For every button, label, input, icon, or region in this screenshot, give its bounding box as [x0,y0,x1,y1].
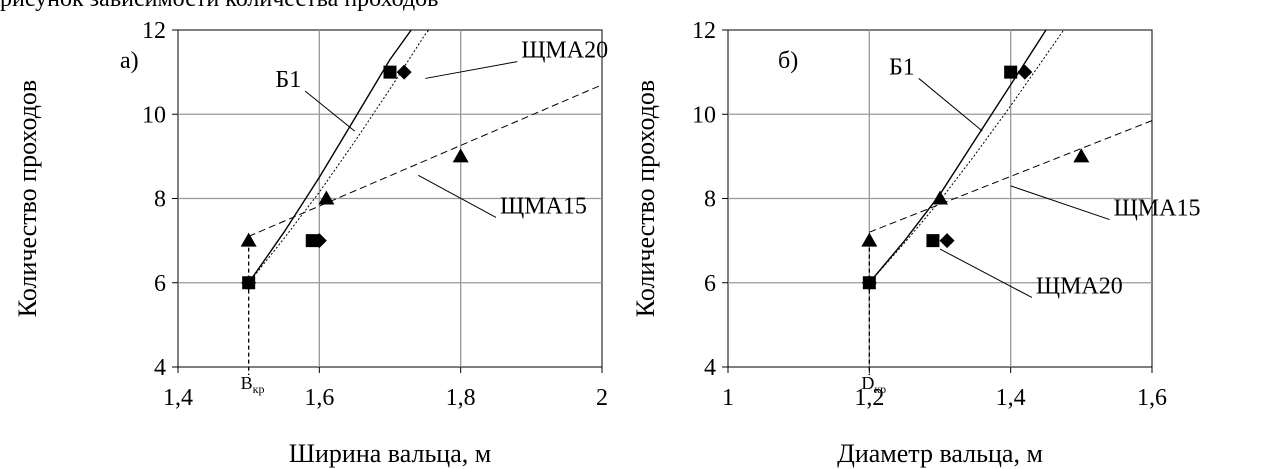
annotation-leader-line [918,78,983,132]
data-point-triangle [861,232,878,247]
x-tick-label: 1,2 [854,385,884,411]
x-axis-title: Ширина вальца, м [289,439,491,468]
annotation-leader-line [418,174,497,218]
annotation-leader-line [939,248,1033,298]
annotation-leader-line [1010,185,1110,221]
annotation-leader-line [304,90,355,132]
y-axis-title: Количество проходов [13,80,42,317]
x-tick-label: 1,6 [304,385,334,411]
y-tick-label: 10 [692,102,716,128]
data-point-diamond [311,233,327,249]
annotation-label: ЩМА15 [1114,196,1201,222]
annotation-label: ЩМА20 [1036,273,1123,299]
trend-line-solid [248,29,412,284]
y-axis-title: Количество проходов [631,80,660,317]
x-axis-title: Диаметр вальца, м [837,439,1043,468]
x-tick-label: 1,8 [446,385,476,411]
y-tick-label: 10 [142,102,166,128]
annotation-label: ЩМА20 [521,38,608,64]
y-tick-label: 6 [154,271,166,297]
x-tick-label: 1,6 [1137,385,1167,411]
x-tick-label: 1,4 [163,385,193,411]
panel-label: а) [120,48,139,74]
y-tick-label: 6 [704,271,716,297]
page-header-fragment: рисунок зависимости количества проходов [0,0,439,13]
data-point-diamond [396,64,412,80]
panel-label: б) [778,48,798,74]
trend-line-dashed [869,120,1153,233]
x-tick-label: 2 [596,385,608,411]
y-tick-label: 12 [692,18,716,44]
critical-value-label: Bкр [241,373,265,396]
data-point-triangle [240,232,257,247]
y-tick-label: 8 [154,187,166,213]
data-point-diamond [861,275,877,291]
annotation-label: Б1 [275,67,301,93]
data-point-triangle [1073,148,1090,163]
chart-panel-1: 1,4 1,6 1,8 2 4 6 8 10 12 Ширина вальца, м Количес… [13,18,608,468]
data-point-triangle [318,190,335,205]
trend-line-dotted [868,29,1065,284]
data-point-diamond [241,275,257,291]
y-tick-label: 4 [704,355,716,381]
data-point-square [926,234,940,248]
trend-line-dotted [248,29,430,284]
chart-panel-2: 1 1,2 1,4 1,6 4 6 8 10 12 Диаметр вальца, м Количе… [631,18,1200,468]
annotation-label: ЩМА15 [500,193,587,219]
data-point-square [383,65,397,79]
data-point-triangle [452,148,469,163]
annotation-label: Б1 [889,54,915,80]
data-point-diamond [1017,64,1033,80]
y-tick-label: 8 [704,187,716,213]
y-tick-label: 12 [142,18,166,44]
x-tick-label: 1 [722,385,734,411]
annotation-leader-line [425,61,518,79]
data-point-diamond [939,233,955,249]
x-tick-label: 1,4 [996,385,1026,411]
data-point-square [1004,65,1018,79]
critical-value-label: Dкр [861,373,886,396]
trend-line-dashed [248,84,603,237]
data-point-triangle [932,190,948,205]
y-tick-label: 4 [154,355,166,381]
